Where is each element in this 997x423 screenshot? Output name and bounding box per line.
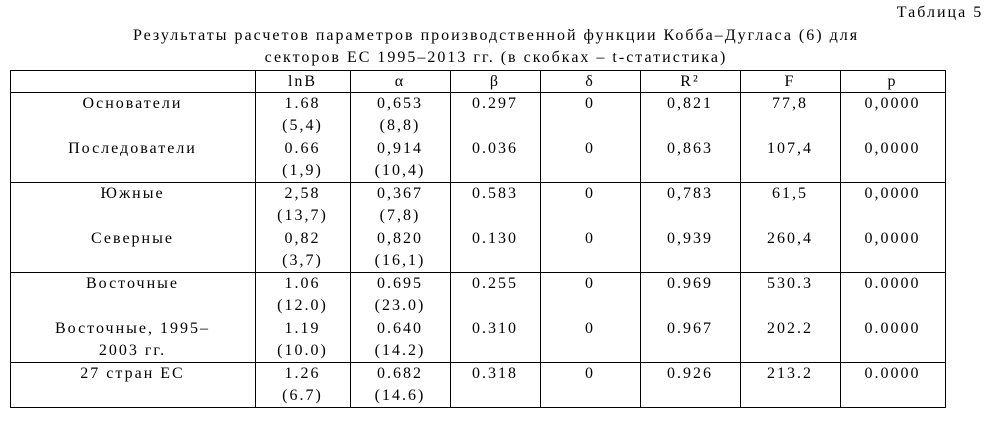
table-rule bbox=[945, 70, 946, 408]
cell-value: 0.695 bbox=[377, 275, 423, 292]
cell-value: 0.0000 bbox=[864, 320, 921, 337]
cell-value: 0.640 bbox=[377, 320, 423, 337]
t-statistic: (1,9) bbox=[282, 162, 323, 179]
cell-value: 0 bbox=[585, 320, 595, 337]
t-statistic: (7,8) bbox=[379, 207, 421, 224]
title-line: Результаты расчетов параметров производс… bbox=[132, 27, 860, 44]
cell-value: 0 bbox=[585, 230, 595, 247]
cell-value: 0 bbox=[585, 275, 595, 292]
cell-value: 0.297 bbox=[472, 95, 518, 112]
cell-value: 0,783 bbox=[667, 185, 713, 202]
table-rule bbox=[740, 70, 741, 408]
table-rule bbox=[640, 70, 641, 408]
t-statistic: (10.0) bbox=[277, 342, 328, 359]
column-header: R² bbox=[680, 73, 700, 90]
cell-value: 0.967 bbox=[667, 320, 713, 337]
t-statistic: (10,4) bbox=[374, 162, 426, 179]
cell-value: 0.583 bbox=[472, 185, 518, 202]
cell-value: 77,8 bbox=[772, 95, 808, 112]
t-statistic: (12.0) bbox=[277, 297, 328, 314]
row-label: Основатели bbox=[82, 95, 183, 112]
cell-value: 0,914 bbox=[377, 140, 423, 157]
table-rule bbox=[10, 272, 946, 273]
cell-value: 213.2 bbox=[767, 365, 813, 382]
cell-value: 0,367 bbox=[377, 185, 423, 202]
cell-value: 0 bbox=[585, 140, 595, 157]
table-rule bbox=[450, 70, 451, 408]
cell-value: 0 bbox=[585, 185, 595, 202]
cell-value: 0.255 bbox=[472, 275, 518, 292]
t-statistic: (23.0) bbox=[374, 297, 426, 314]
cell-value: 0,820 bbox=[377, 230, 423, 247]
row-label: 27 стран ЕС bbox=[80, 365, 185, 382]
table-rule bbox=[10, 407, 946, 408]
row-label: Восточные bbox=[86, 275, 179, 292]
table-rule bbox=[10, 92, 946, 93]
cell-value: 0.310 bbox=[472, 320, 518, 337]
column-header: α bbox=[394, 73, 406, 90]
t-statistic: (5,4) bbox=[282, 117, 323, 134]
cell-value: 0,82 bbox=[284, 230, 321, 247]
column-header: lnB bbox=[287, 73, 318, 90]
cell-value: 1.19 bbox=[284, 320, 321, 337]
cell-value: 0,0000 bbox=[864, 185, 921, 202]
cell-value: 0.682 bbox=[377, 365, 423, 382]
t-statistic: (14.2) bbox=[374, 342, 426, 359]
cell-value: 1.06 bbox=[284, 275, 321, 292]
column-header: p bbox=[887, 73, 898, 90]
cell-value: 0,939 bbox=[667, 230, 713, 247]
cell-value: 0,0000 bbox=[864, 140, 921, 157]
row-label: Последователи bbox=[68, 140, 197, 157]
table-rule bbox=[840, 70, 841, 408]
cell-value: 61,5 bbox=[772, 185, 808, 202]
cell-value: 0 bbox=[585, 95, 595, 112]
table-rule bbox=[10, 70, 11, 408]
row-label: Северные bbox=[91, 230, 174, 247]
t-statistic: (13,7) bbox=[277, 207, 328, 224]
cell-value: 202.2 bbox=[767, 320, 813, 337]
cell-value: 0,821 bbox=[667, 95, 713, 112]
table-rule bbox=[350, 70, 351, 408]
cell-value: 260,4 bbox=[767, 230, 813, 247]
cell-value: 1.26 bbox=[284, 365, 321, 382]
cell-value: 530.3 bbox=[767, 275, 813, 292]
cell-value: 0,0000 bbox=[864, 95, 921, 112]
table-rule bbox=[10, 362, 946, 363]
table-number: Таблица 5 bbox=[896, 4, 984, 21]
cell-value: 0.0000 bbox=[864, 365, 921, 382]
cell-value: 2,58 bbox=[284, 185, 321, 202]
cell-value: 0,863 bbox=[667, 140, 713, 157]
cell-value: 1.68 bbox=[284, 95, 321, 112]
cell-value: 0.969 bbox=[667, 275, 713, 292]
table-rule bbox=[10, 70, 946, 71]
cell-value: 107,4 bbox=[767, 140, 813, 157]
t-statistic: (16,1) bbox=[374, 252, 426, 269]
column-header: β bbox=[489, 73, 501, 90]
cell-value: 0 bbox=[585, 365, 595, 382]
t-statistic: (14.6) bbox=[374, 387, 426, 404]
cell-value: 0,0000 bbox=[864, 230, 921, 247]
column-header: F bbox=[784, 73, 796, 90]
column-header: δ bbox=[585, 73, 595, 90]
table-rule bbox=[10, 182, 946, 183]
cell-value: 0.036 bbox=[472, 140, 518, 157]
t-statistic: (8,8) bbox=[379, 117, 421, 134]
cell-value: 0.926 bbox=[667, 365, 713, 382]
table-rule bbox=[255, 70, 256, 408]
table-rule bbox=[540, 70, 541, 408]
row-label: Восточные, 1995– bbox=[55, 320, 210, 337]
title-line: секторов ЕС 1995–2013 гг. (в скобках – t… bbox=[264, 49, 728, 66]
cell-value: 0,653 bbox=[377, 95, 423, 112]
t-statistic: (6.7) bbox=[282, 387, 323, 404]
cell-value: 0.130 bbox=[472, 230, 518, 247]
cell-value: 0.66 bbox=[284, 140, 321, 157]
row-label: 2003 гг. bbox=[98, 342, 167, 359]
cell-value: 0.0000 bbox=[864, 275, 921, 292]
t-statistic: (3,7) bbox=[282, 252, 323, 269]
row-label: Южные bbox=[100, 185, 165, 202]
cell-value: 0.318 bbox=[472, 365, 518, 382]
